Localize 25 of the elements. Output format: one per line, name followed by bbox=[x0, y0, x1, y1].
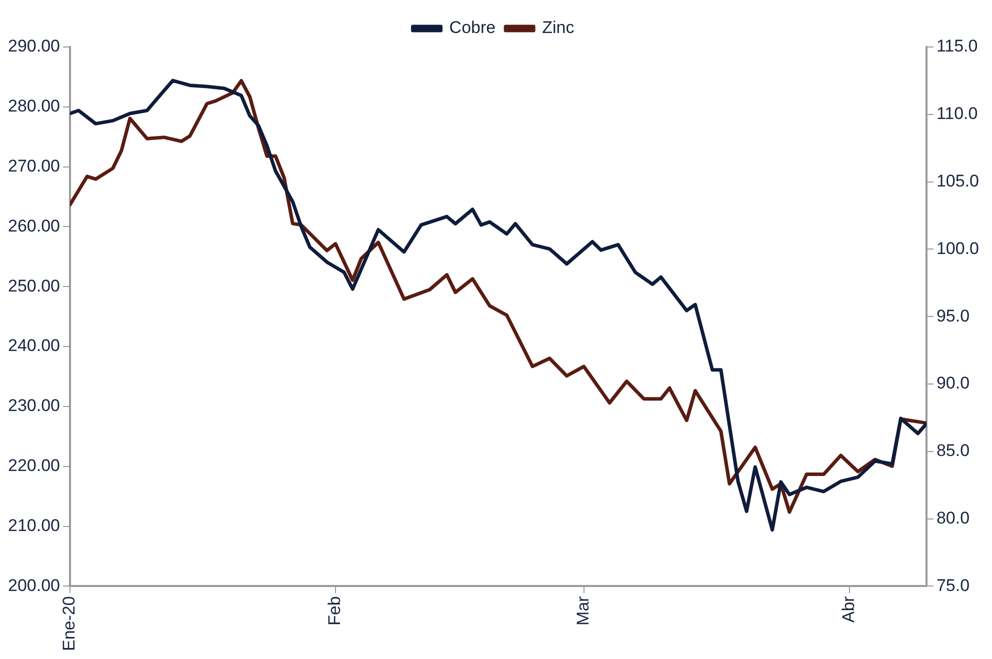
y2-tick-label: 105.0 bbox=[936, 171, 980, 190]
y2-tick-label: 90.0 bbox=[936, 374, 970, 393]
y-tick-label: 290.00 bbox=[8, 36, 60, 56]
y-tick-label: 270.00 bbox=[8, 156, 60, 176]
y2-tick-label: 100.0 bbox=[936, 238, 980, 258]
y2-tick-label: 80.0 bbox=[936, 508, 970, 528]
x-tick-label: Abr bbox=[839, 596, 858, 623]
legend-label: Zinc bbox=[542, 18, 575, 38]
y-tick-label: 260.00 bbox=[8, 216, 60, 236]
y-tick-label: 210.00 bbox=[8, 516, 60, 535]
legend-label: Cobre bbox=[449, 18, 496, 38]
y-tick-label: 200.00 bbox=[8, 576, 60, 595]
x-tick-label: Mar bbox=[574, 596, 593, 626]
y-tick-label: 220.00 bbox=[8, 456, 60, 476]
y-tick-label: 230.00 bbox=[8, 396, 60, 416]
y2-tick-label: 110.0 bbox=[936, 104, 978, 124]
y2-tick-label: 115.0 bbox=[936, 36, 978, 56]
y2-tick-label: 95.0 bbox=[936, 306, 970, 326]
y2-tick-label: 75.0 bbox=[936, 576, 970, 595]
y-tick-label: 240.00 bbox=[8, 336, 60, 356]
y-tick-label: 280.00 bbox=[8, 96, 60, 116]
y2-tick-label: 85.0 bbox=[936, 441, 970, 460]
x-tick-label: Feb bbox=[325, 596, 344, 626]
y-tick-label: 250.00 bbox=[8, 276, 60, 296]
x-tick-label: Ene-20 bbox=[60, 596, 79, 652]
